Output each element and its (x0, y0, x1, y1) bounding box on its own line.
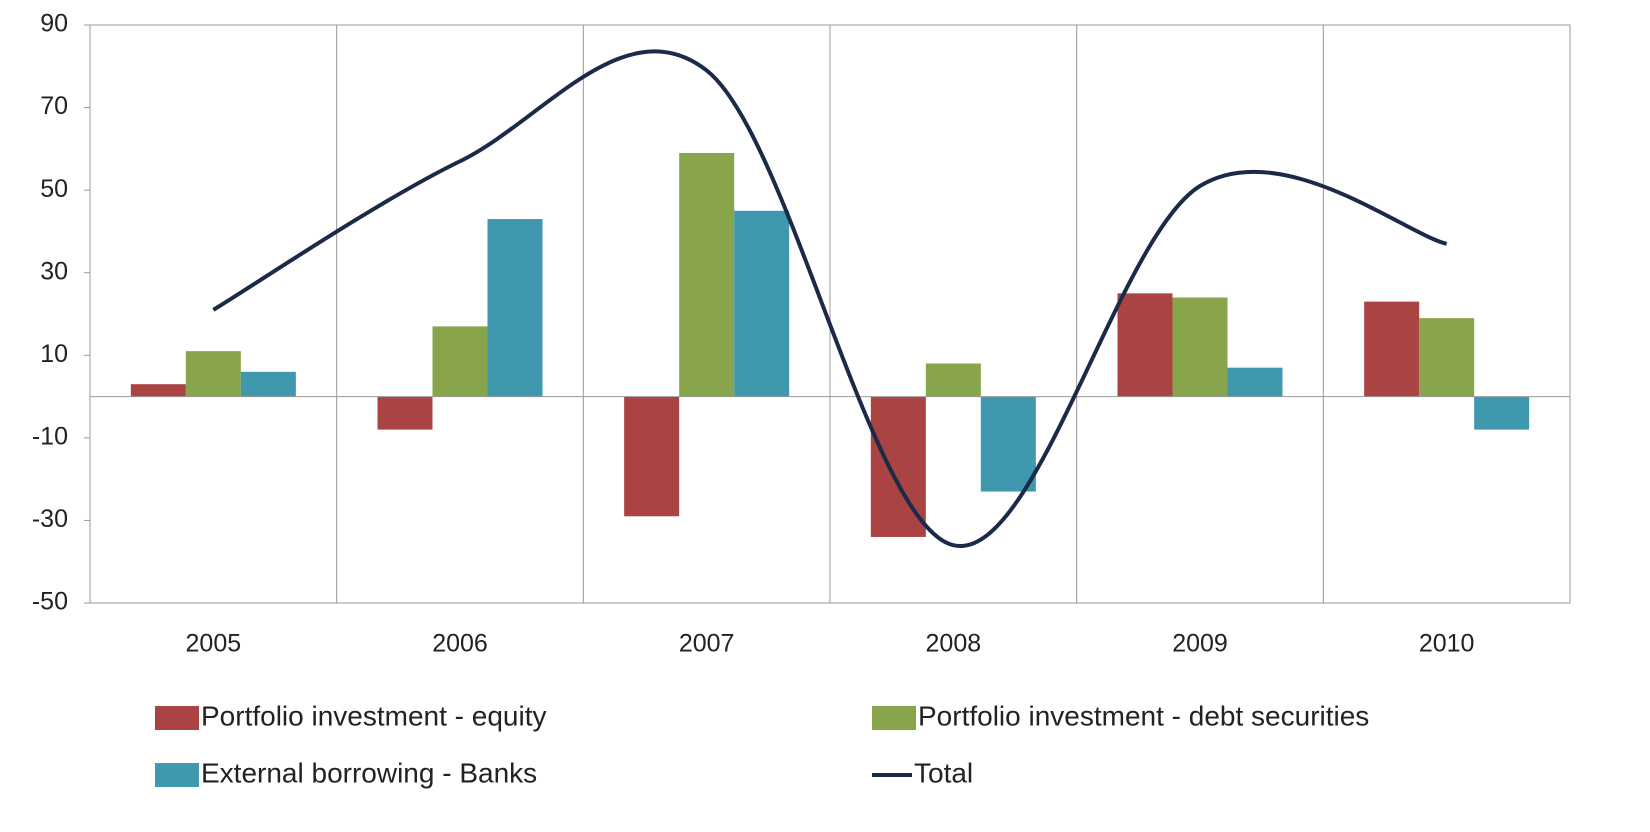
bar (185, 351, 241, 397)
bar (1172, 297, 1228, 397)
legend-swatch (155, 706, 199, 730)
bar (1364, 301, 1420, 397)
line (212, 49, 1448, 548)
y-tick-label: -30 (32, 505, 68, 533)
bar (980, 396, 1036, 492)
bar (925, 363, 981, 397)
bar (487, 219, 543, 397)
bar (1227, 367, 1283, 397)
y-tick-label: 30 (40, 257, 68, 285)
bar (679, 152, 735, 397)
bar (1419, 318, 1475, 397)
legend-label: Total (914, 757, 973, 788)
y-tick-label: -10 (32, 422, 68, 450)
x-tick-label: 2007 (679, 630, 735, 658)
x-tick-label: 2006 (432, 630, 488, 658)
bar (624, 396, 680, 517)
bar (377, 396, 433, 430)
x-tick-label: 2008 (926, 630, 982, 658)
bar (432, 326, 488, 397)
y-tick-label: 90 (40, 10, 68, 38)
bar (1117, 293, 1173, 397)
x-tick-label: 2005 (186, 630, 242, 658)
legend-swatch (872, 706, 916, 730)
bar (1474, 396, 1530, 430)
bar (240, 371, 296, 397)
y-tick-label: 50 (40, 175, 68, 203)
legend-label: Portfolio investment - equity (201, 700, 547, 731)
y-tick-label: 70 (40, 92, 68, 120)
y-tick-label: 10 (40, 340, 68, 368)
y-tick-label: -50 (32, 588, 68, 616)
x-tick-label: 2009 (1172, 630, 1228, 658)
legend-label: External borrowing - Banks (201, 757, 537, 788)
bar (734, 210, 790, 397)
x-tick-label: 2010 (1419, 630, 1475, 658)
legend-label: Portfolio investment - debt securities (918, 700, 1369, 731)
legend-swatch (155, 763, 199, 787)
bar (130, 384, 186, 397)
